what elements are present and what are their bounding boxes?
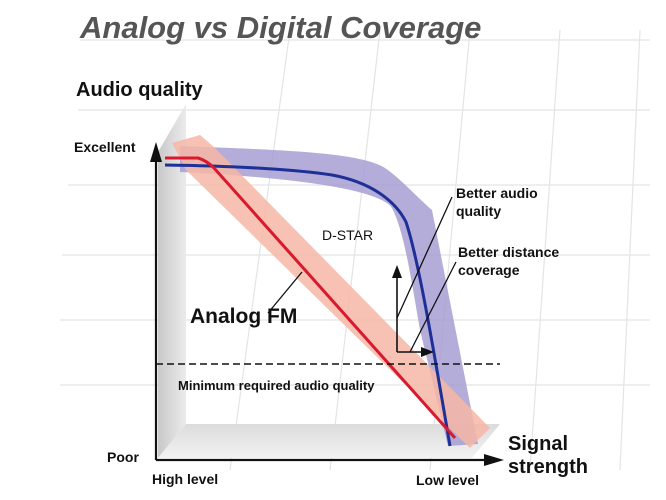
page-title: Analog vs Digital Coverage <box>79 10 481 45</box>
distance-callout-line1: Better distance <box>458 244 559 260</box>
x-axis-left-label: High level <box>152 471 218 487</box>
analog-label-leader <box>267 271 303 314</box>
audio-callout-line2: quality <box>456 203 501 219</box>
digital-curve-line <box>164 163 452 447</box>
analog-quality-band <box>172 135 490 448</box>
audio-callout-leader <box>396 196 453 319</box>
distance-callout-leader <box>409 261 457 353</box>
distance-improvement-arrowhead <box>421 347 434 357</box>
audio-improvement-arrowhead <box>392 265 402 278</box>
digital-quality-band <box>180 146 478 446</box>
analog-curve-line <box>165 156 457 439</box>
x-axis-label-line2: strength <box>508 456 588 478</box>
improvement-arrows <box>396 275 425 353</box>
audio-callout-line1: Better audio <box>456 185 538 201</box>
chart-floor <box>158 424 500 458</box>
distance-callout-line2: coverage <box>458 262 520 278</box>
x-axis-label-line1: Signal <box>508 433 568 455</box>
x-axis-right-label: Low level <box>416 472 479 488</box>
threshold-label: Minimum required audio quality <box>178 378 375 393</box>
y-axis-top-label: Excellent <box>74 139 136 155</box>
y-axis-bottom-label: Poor <box>107 449 139 465</box>
x-axis-arrowhead <box>484 454 504 466</box>
y-axis-arrowhead <box>150 142 162 162</box>
digital-series-label: D-STAR <box>322 227 373 243</box>
y-axis-label: Audio quality <box>76 79 204 101</box>
analog-series-label: Analog FM <box>190 305 297 328</box>
chart-back-wall <box>158 104 186 458</box>
